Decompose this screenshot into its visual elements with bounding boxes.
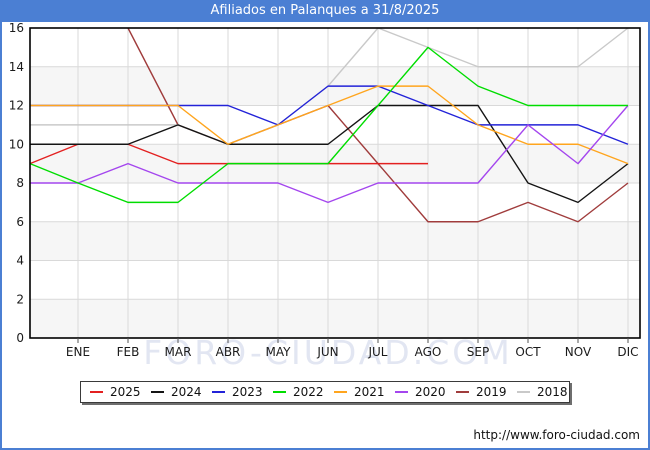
legend-label-2025: 2025: [110, 385, 141, 399]
legend-swatch-2021: [334, 391, 347, 393]
x-axis-ticks: [77, 338, 629, 343]
y-label-14: 14: [9, 60, 24, 74]
y-label-12: 12: [9, 99, 24, 113]
legend-swatch-2020: [395, 391, 408, 393]
plot-border: [29, 27, 641, 339]
legend-label-2023: 2023: [232, 385, 263, 399]
series-line-2024: [30, 104, 629, 204]
legend-item-2024: 2024: [142, 385, 203, 399]
watermark: FORO-CIUDAD.COM: [143, 333, 512, 372]
legend-label-2018: 2018: [537, 385, 568, 399]
legend: 2025 2024 2023 2022 2021 2020 2019 2018: [80, 381, 570, 403]
y-label-4: 4: [16, 254, 24, 268]
y-label-6: 6: [16, 215, 24, 229]
x-label-jun: JUN: [316, 345, 338, 359]
chart-title: Afiliados en Palanques a 31/8/2025: [0, 0, 650, 22]
legend-label-2021: 2021: [354, 385, 385, 399]
x-label-abr: ABR: [216, 345, 241, 359]
x-label-mar: MAR: [165, 345, 192, 359]
series-lines: [29, 27, 629, 223]
footer-url: http://www.foro-ciudad.com: [473, 428, 640, 442]
x-label-nov: NOV: [565, 345, 592, 359]
x-label-dic: DIC: [617, 345, 638, 359]
legend-label-2024: 2024: [171, 385, 202, 399]
legend-item-2019: 2019: [447, 385, 508, 399]
background-bands: [30, 66, 640, 338]
x-label-may: MAY: [266, 345, 292, 359]
legend-item-2021: 2021: [325, 385, 386, 399]
series-line-2021: [30, 85, 629, 165]
x-label-oct: OCT: [515, 345, 541, 359]
legend-swatch-2024: [151, 391, 164, 393]
legend-item-2025: 2025: [81, 385, 142, 399]
legend-item-2018: 2018: [508, 385, 569, 399]
x-label-jul: JUL: [367, 345, 387, 359]
legend-label-2019: 2019: [476, 385, 507, 399]
x-axis-labels: ENE FEB MAR ABR MAY JUN JUL AGO SEP OCT NOV DIC: [66, 345, 639, 359]
series-line-2020: [30, 105, 629, 204]
y-label-2: 2: [16, 292, 24, 306]
x-label-ago: AGO: [415, 345, 442, 359]
legend-item-2023: 2023: [203, 385, 264, 399]
legend-label-2022: 2022: [293, 385, 324, 399]
legend-swatch-2022: [273, 391, 286, 393]
x-label-feb: FEB: [117, 345, 140, 359]
y-label-10: 10: [9, 137, 24, 151]
legend-swatch-2018: [517, 391, 530, 393]
x-label-ene: ENE: [66, 345, 90, 359]
series-line-2022: [29, 46, 628, 204]
x-label-sep: SEP: [467, 345, 489, 359]
legend-swatch-2019: [456, 391, 469, 393]
y-label-16: 16: [9, 21, 24, 35]
legend-swatch-2025: [90, 391, 103, 393]
y-label-0: 0: [16, 331, 24, 345]
y-axis-labels: 0 2 4 6 8 10 12 14 16: [9, 21, 24, 345]
legend-swatch-2023: [212, 391, 225, 393]
legend-item-2020: 2020: [386, 385, 447, 399]
legend-item-2022: 2022: [264, 385, 325, 399]
legend-label-2020: 2020: [415, 385, 446, 399]
y-label-8: 8: [16, 176, 24, 190]
